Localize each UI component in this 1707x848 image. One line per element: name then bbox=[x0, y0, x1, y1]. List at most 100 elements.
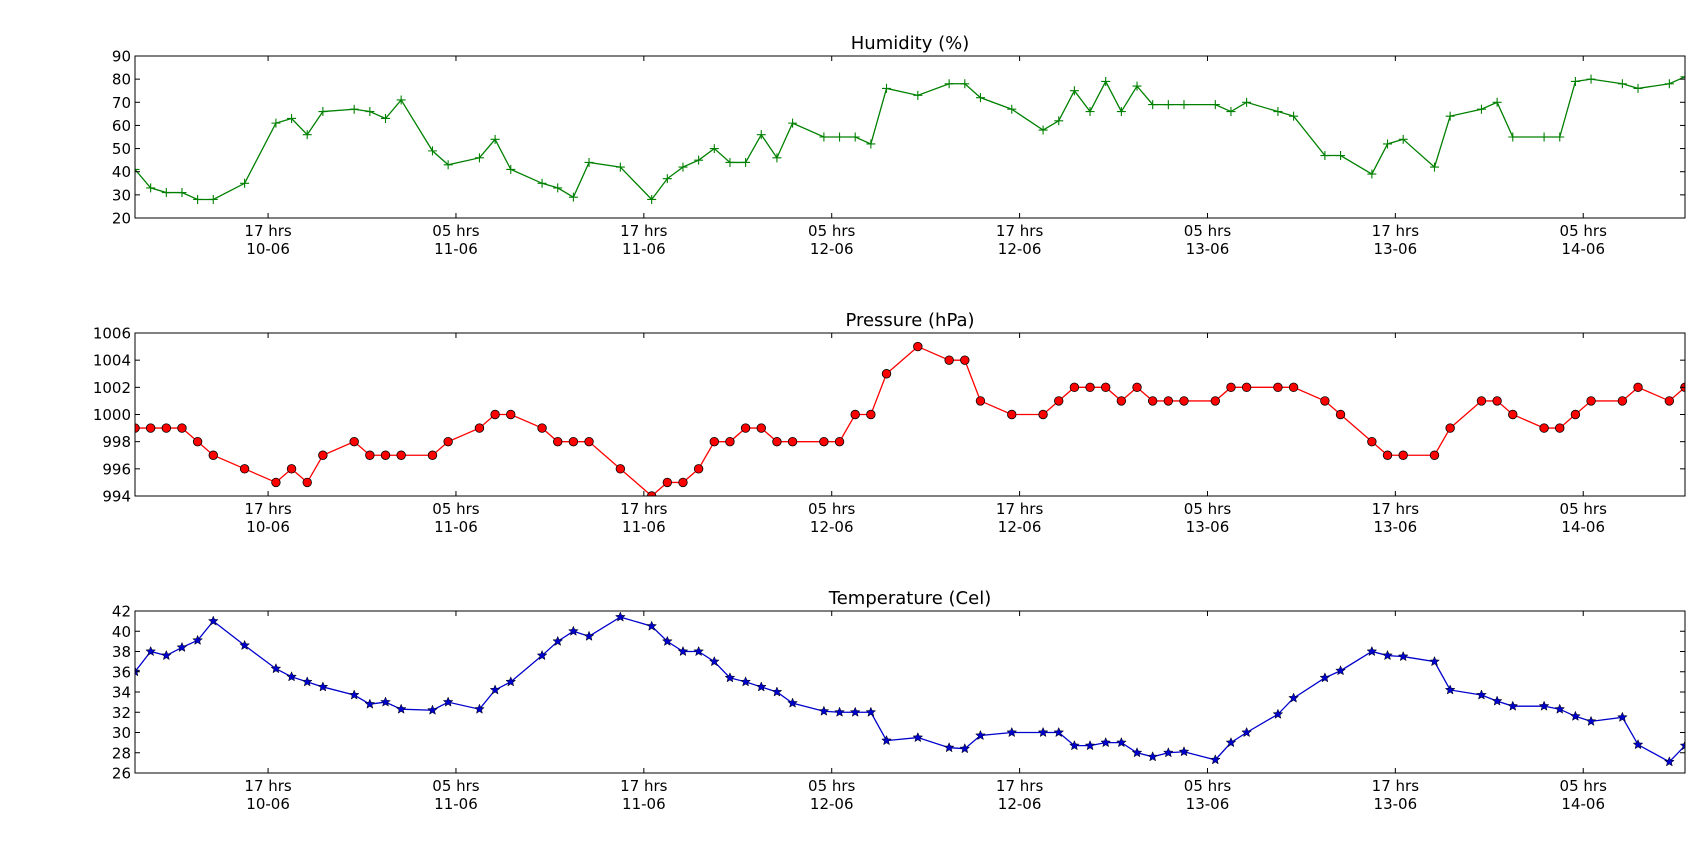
humidity-point bbox=[1508, 132, 1518, 142]
pressure-point bbox=[135, 423, 140, 433]
temperature-chart: Temperature (Cel) 26 28 30 32 34 36 38 40 42 17 h… bbox=[112, 588, 1686, 813]
temperature-point bbox=[912, 731, 924, 743]
humidity-point bbox=[208, 194, 218, 204]
pressure-point bbox=[427, 450, 438, 460]
humidity-point bbox=[381, 113, 391, 123]
pressure-point bbox=[787, 436, 798, 447]
humidity-ytick-label: 60 bbox=[112, 117, 131, 135]
temperature-point bbox=[959, 743, 971, 754]
pressure-point bbox=[1085, 382, 1095, 393]
humidity-point bbox=[647, 194, 657, 204]
pressure-point bbox=[537, 423, 547, 433]
pressure-ytick-label: 1004 bbox=[93, 352, 131, 370]
humidity-point bbox=[177, 188, 187, 198]
pressure-point bbox=[819, 436, 829, 447]
temperature-point bbox=[505, 676, 517, 687]
temperature-point bbox=[270, 663, 282, 674]
humidity-xtick-label: 17 hrs bbox=[996, 222, 1044, 240]
humidity-ytick-label: 30 bbox=[112, 186, 131, 204]
humidity-point bbox=[944, 79, 954, 89]
temperature-point bbox=[943, 742, 955, 753]
pressure-point bbox=[1508, 409, 1518, 420]
humidity-xtick-date: 13-06 bbox=[1186, 240, 1230, 258]
humidity-point bbox=[1664, 79, 1674, 89]
pressure-xtick-label: 05 hrs bbox=[432, 500, 480, 518]
pressure-point bbox=[850, 409, 860, 420]
temperature-point bbox=[364, 698, 376, 709]
humidity-point bbox=[1367, 169, 1377, 179]
temperature-point bbox=[1663, 756, 1675, 767]
humidity-point bbox=[1069, 86, 1079, 96]
humidity-ytick-label: 40 bbox=[112, 163, 131, 181]
humidity-point bbox=[1148, 100, 1158, 110]
humidity-point bbox=[1492, 97, 1502, 107]
humidity-point bbox=[709, 144, 719, 154]
temperature-point bbox=[583, 630, 595, 641]
pressure-point bbox=[506, 409, 516, 420]
pressure-point bbox=[1210, 396, 1221, 406]
humidity-point bbox=[1336, 151, 1346, 161]
pressure-point bbox=[1335, 409, 1346, 420]
humidity-point bbox=[1132, 81, 1142, 91]
pressure-xtick-label: 05 hrs bbox=[1560, 500, 1608, 518]
temperature-point bbox=[1382, 649, 1393, 661]
pressure-point bbox=[161, 423, 172, 433]
pressure-point bbox=[772, 436, 782, 447]
temperature-point bbox=[771, 686, 783, 697]
humidity-point bbox=[349, 104, 359, 114]
temperature-point bbox=[1632, 738, 1644, 750]
temperature-point bbox=[1570, 710, 1581, 721]
humidity-point bbox=[287, 113, 297, 123]
temperature-point bbox=[192, 634, 204, 645]
temperature-xtick-label: 17 hrs bbox=[244, 777, 292, 795]
humidity-point bbox=[1570, 76, 1580, 86]
temperature-point bbox=[317, 681, 329, 692]
temperature-point bbox=[787, 697, 798, 708]
humidity-point bbox=[240, 178, 250, 188]
temperature-point bbox=[1554, 703, 1566, 714]
temperature-point bbox=[1178, 746, 1190, 757]
temperature-markers bbox=[135, 611, 1685, 767]
humidity-point bbox=[193, 194, 203, 204]
pressure-point bbox=[584, 436, 594, 447]
pressure-point bbox=[568, 436, 579, 447]
pressure-point bbox=[302, 477, 312, 488]
pressure-point bbox=[380, 450, 391, 460]
pressure-point bbox=[490, 409, 500, 420]
pressure-point bbox=[834, 436, 845, 447]
humidity-point bbox=[882, 83, 892, 93]
pressure-point bbox=[192, 436, 203, 447]
humidity-point bbox=[662, 174, 672, 184]
humidity-xtick-label: 17 hrs bbox=[244, 222, 292, 240]
temperature-point bbox=[380, 696, 391, 707]
humidity-point bbox=[135, 164, 140, 174]
temperature-ytick-label: 34 bbox=[112, 684, 131, 702]
pressure-point bbox=[1007, 409, 1017, 420]
temperature-xtick-date: 11-06 bbox=[434, 795, 478, 813]
pressure-xtick-label: 17 hrs bbox=[244, 500, 292, 518]
temperature-point bbox=[145, 645, 157, 657]
temperature-point bbox=[1319, 672, 1331, 683]
humidity-point bbox=[772, 153, 782, 163]
humidity-ytick-label: 80 bbox=[112, 71, 131, 89]
pressure-point bbox=[1054, 396, 1064, 406]
humidity-xtick-label: 17 hrs bbox=[1372, 222, 1420, 240]
pressure-point bbox=[1633, 382, 1643, 393]
humidity-point bbox=[553, 183, 563, 193]
humidity-point bbox=[615, 162, 625, 172]
temperature-point bbox=[567, 625, 579, 636]
temperature-point bbox=[661, 635, 673, 646]
pressure-point bbox=[709, 436, 719, 447]
temperature-point bbox=[1241, 726, 1253, 738]
temperature-xtick-label: 05 hrs bbox=[1184, 777, 1232, 795]
temperature-point bbox=[160, 649, 172, 661]
temperature-point bbox=[1444, 684, 1456, 695]
temperature-point bbox=[286, 671, 297, 682]
pressure-axes-frame bbox=[134, 332, 1686, 497]
temperature-point bbox=[442, 696, 454, 707]
humidity-chart-title: Humidity (%) bbox=[851, 33, 970, 54]
pressure-point bbox=[1288, 382, 1299, 393]
temperature-point bbox=[1131, 747, 1143, 758]
humidity-point bbox=[302, 130, 312, 140]
humidity-point bbox=[1085, 107, 1095, 117]
